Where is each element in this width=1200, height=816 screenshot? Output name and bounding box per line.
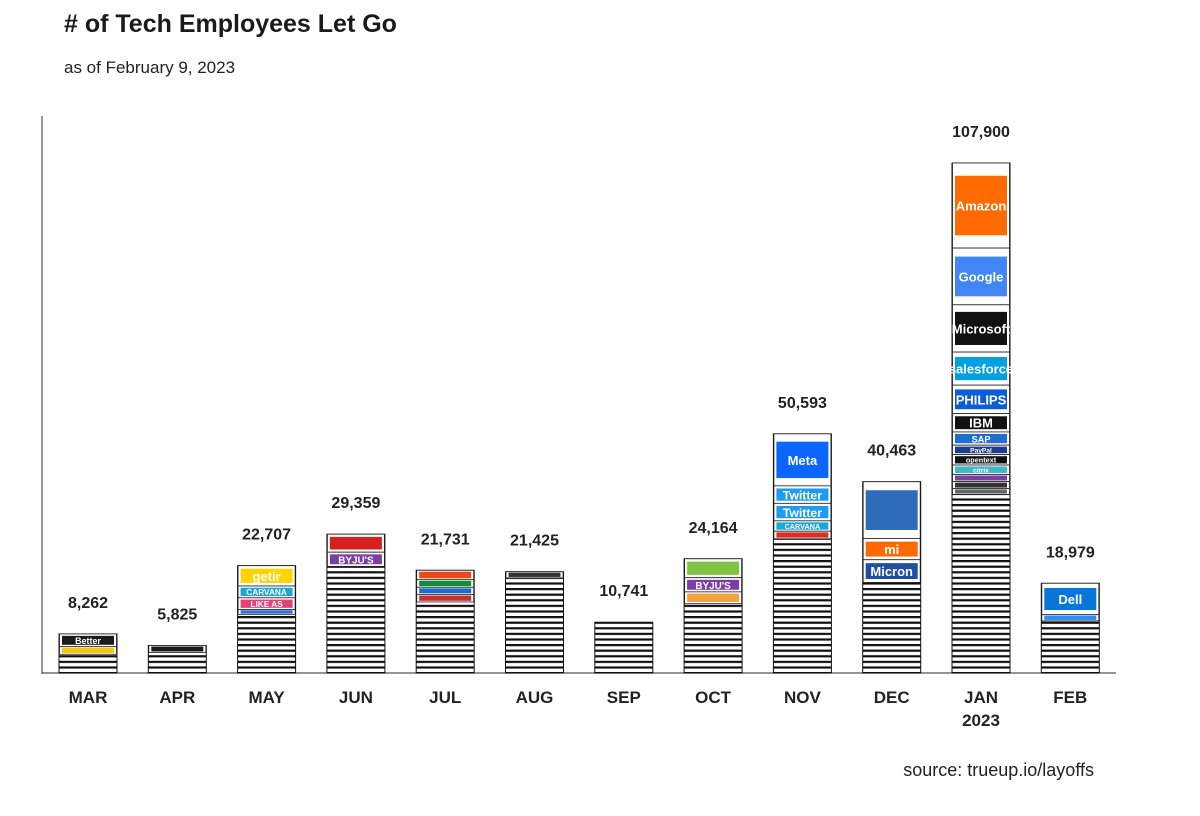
company-logo-mark bbox=[508, 572, 561, 577]
company-logo-label: BYJU'S bbox=[695, 581, 731, 592]
company-logo-mark bbox=[687, 561, 740, 575]
company-logo-mark bbox=[955, 489, 1007, 494]
company-logo-mark bbox=[955, 466, 1007, 474]
x-tick-label: MAY bbox=[248, 688, 285, 707]
company-logo-label: IBM bbox=[969, 416, 993, 431]
x-tick-label: DEC bbox=[874, 688, 910, 707]
company-logo-label: opentext bbox=[966, 456, 997, 465]
company-logo-label: Dell bbox=[1058, 592, 1082, 607]
company-logo-label: Twitter bbox=[783, 506, 822, 520]
company-logo-label: CARVANA bbox=[785, 522, 821, 531]
company-logo-mark bbox=[62, 647, 114, 654]
value-label: 50,593 bbox=[778, 395, 827, 412]
company-logo-mark bbox=[240, 587, 293, 597]
company-logo-mark bbox=[419, 571, 472, 579]
company-logo-mark bbox=[687, 579, 740, 590]
x-tick-label: NOV bbox=[784, 688, 822, 707]
company-logo-label: Meta bbox=[788, 453, 818, 468]
company-logo-mark bbox=[687, 593, 740, 602]
x-tick-label: SEP bbox=[607, 688, 641, 707]
chart-title: # of Tech Employees Let Go bbox=[64, 10, 397, 38]
company-logo-mark bbox=[955, 175, 1007, 236]
company-logo-mark bbox=[776, 505, 829, 519]
company-logo-mark bbox=[1044, 588, 1097, 611]
company-logo-mark bbox=[240, 610, 293, 614]
company-logo-mark bbox=[419, 580, 472, 587]
value-label: 8,262 bbox=[68, 595, 108, 612]
company-logo-mark bbox=[240, 599, 293, 608]
company-logo-label: salesforce bbox=[949, 362, 1013, 377]
chart-subtitle: as of February 9, 2023 bbox=[64, 58, 236, 77]
company-logo-mark bbox=[955, 357, 1007, 381]
source-note: source: trueup.io/layoffs bbox=[903, 760, 1094, 780]
company-logo-mark bbox=[865, 541, 918, 557]
company-logo-mark bbox=[62, 635, 114, 645]
x-tick-label: JUN bbox=[339, 688, 373, 707]
company-logo-mark bbox=[151, 646, 204, 652]
company-logo-mark bbox=[419, 588, 472, 594]
company-logo-label: SAP bbox=[971, 434, 990, 444]
x-tick-label: MAR bbox=[69, 688, 108, 707]
value-label: 21,425 bbox=[510, 533, 559, 550]
value-label: 10,741 bbox=[599, 583, 648, 600]
company-logo-label: LIKE AS bbox=[250, 600, 283, 609]
company-logo-mark bbox=[955, 256, 1007, 297]
company-logo-mark bbox=[419, 595, 472, 601]
company-logo-mark bbox=[955, 389, 1007, 410]
value-label: 40,463 bbox=[867, 443, 916, 460]
company-logo-mark bbox=[955, 433, 1007, 444]
company-logo-mark bbox=[955, 416, 1007, 430]
company-logo-mark bbox=[865, 563, 918, 580]
value-label: 21,731 bbox=[421, 531, 470, 548]
company-logo-mark bbox=[776, 522, 829, 530]
company-logo-label: Micron bbox=[870, 564, 913, 579]
value-label: 22,707 bbox=[242, 527, 291, 544]
company-logo-mark bbox=[955, 482, 1007, 488]
x-tick-label: JUL bbox=[429, 688, 461, 707]
company-logo-label: mi bbox=[884, 542, 899, 557]
x-tick-label: JAN bbox=[964, 688, 998, 707]
company-logo-label: citrix bbox=[973, 467, 989, 474]
company-logo-label: PayPal bbox=[970, 448, 992, 455]
company-logo-mark bbox=[1044, 615, 1097, 620]
company-logo-label: Google bbox=[959, 269, 1004, 284]
company-logo-mark bbox=[329, 554, 382, 565]
company-logo-label: getir bbox=[253, 569, 281, 584]
company-logo-label: PHILIPS bbox=[956, 392, 1007, 407]
company-logo-mark bbox=[955, 456, 1007, 464]
company-logo-label: Amazon bbox=[956, 199, 1007, 214]
company-logo-label: Microsoft bbox=[952, 321, 1011, 336]
bar-aug bbox=[505, 571, 564, 674]
bar-sep bbox=[594, 621, 654, 674]
x-tick-label: OCT bbox=[695, 688, 732, 707]
x-tick-label: AUG bbox=[516, 688, 554, 707]
value-label: 24,164 bbox=[689, 520, 738, 537]
value-label: 29,359 bbox=[331, 495, 380, 512]
company-logo-label: BYJU'S bbox=[338, 555, 374, 566]
company-logo-mark bbox=[955, 311, 1007, 345]
x-tick-label: FEB bbox=[1053, 688, 1087, 707]
value-label: 107,900 bbox=[952, 124, 1010, 141]
x-tick-label: APR bbox=[159, 688, 195, 707]
value-label: 5,825 bbox=[157, 606, 197, 623]
x-tick-sublabel: 2023 bbox=[962, 711, 1000, 730]
value-label: 18,979 bbox=[1046, 544, 1095, 561]
company-logo-mark bbox=[776, 532, 829, 538]
company-logo-label: Twitter bbox=[783, 489, 822, 503]
company-logo-mark bbox=[865, 490, 918, 530]
company-logo-mark bbox=[776, 441, 829, 479]
company-logo-mark bbox=[329, 536, 382, 550]
company-logo-mark bbox=[955, 475, 1007, 481]
company-logo-mark bbox=[240, 568, 293, 583]
company-logo-label: CARVANA bbox=[246, 588, 287, 597]
company-logo-mark bbox=[955, 446, 1007, 454]
company-logo-label: Better bbox=[75, 636, 101, 646]
company-logo-mark bbox=[776, 488, 829, 501]
